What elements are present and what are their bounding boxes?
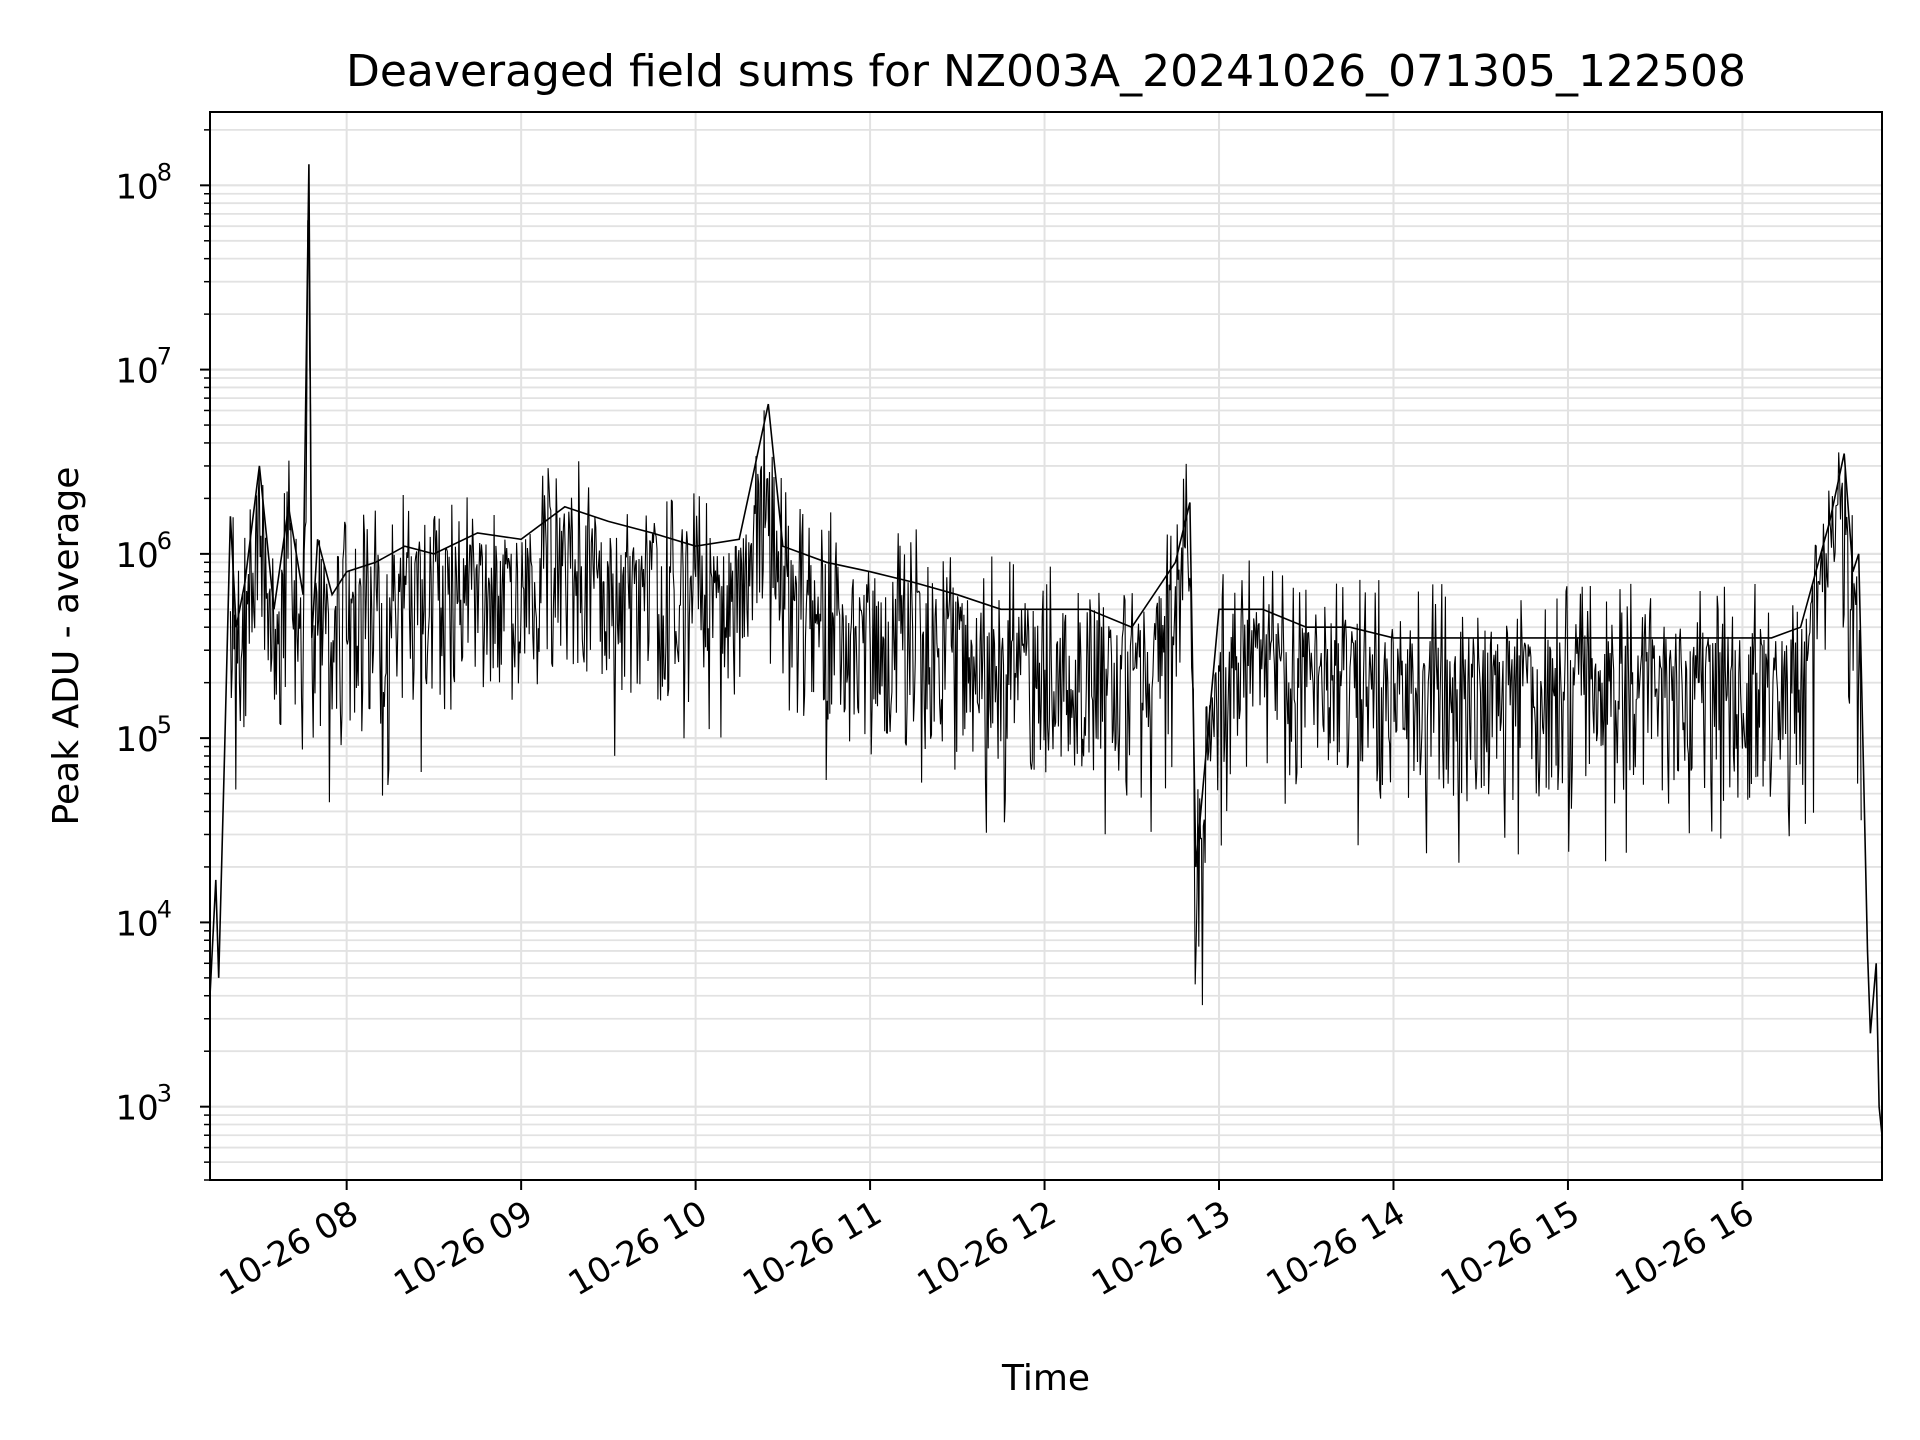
x-tick-label: 10-26 14	[1260, 1193, 1412, 1304]
y-tick-label: 10	[115, 1089, 158, 1129]
series-noise-layer	[229, 220, 1862, 1006]
y-tick-label: 10	[115, 352, 158, 392]
y-tick-exponent: 4	[157, 895, 172, 923]
y-tick-exponent: 7	[157, 343, 172, 371]
plot-frame	[209, 111, 1883, 1181]
y-tick-exponent: 5	[157, 711, 172, 739]
y-tick-base: 10	[115, 536, 158, 576]
y-tick-exponent: 3	[157, 1080, 172, 1108]
x-tick-label: 10-26 15	[1434, 1193, 1586, 1304]
chart-title: Deaveraged field sums for NZ003A_2024102…	[346, 46, 1746, 97]
y-tick-base: 10	[115, 720, 158, 760]
x-axis-label: Time	[1001, 1358, 1090, 1399]
y-tick-label: 10	[115, 904, 158, 944]
y-tick-exponent: 8	[157, 158, 172, 186]
series-layer	[209, 164, 1883, 1136]
series-line	[209, 164, 1883, 1136]
series-noise-line	[229, 220, 1862, 1006]
y-tick-base: 10	[115, 352, 158, 392]
y-tick-label: 10	[115, 720, 158, 760]
x-tick-label: 10-26 08	[213, 1193, 365, 1304]
x-tick-label: 10-26 10	[562, 1193, 714, 1304]
y-tick-label: 10	[115, 167, 158, 207]
x-tick-layer: 10-26 08 10-26 09 10-26 10 10-26 11 10-26 12…	[213, 1180, 1761, 1304]
y-tick-base: 10	[115, 904, 158, 944]
x-tick-label: 10-26 16	[1609, 1193, 1761, 1304]
y-tick-label: 10	[115, 536, 158, 576]
y-tick-base: 10	[115, 167, 158, 207]
x-tick-label: 10-26 12	[911, 1193, 1063, 1304]
x-tick-label: 10-26 09	[387, 1193, 539, 1304]
y-tick-base: 10	[115, 1089, 158, 1129]
y-axis-label: Peak ADU - average	[46, 467, 87, 826]
y-tick-exponent: 6	[157, 527, 172, 555]
x-tick-label: 10-26 13	[1085, 1193, 1237, 1304]
x-tick-label: 10-26 11	[736, 1193, 888, 1304]
